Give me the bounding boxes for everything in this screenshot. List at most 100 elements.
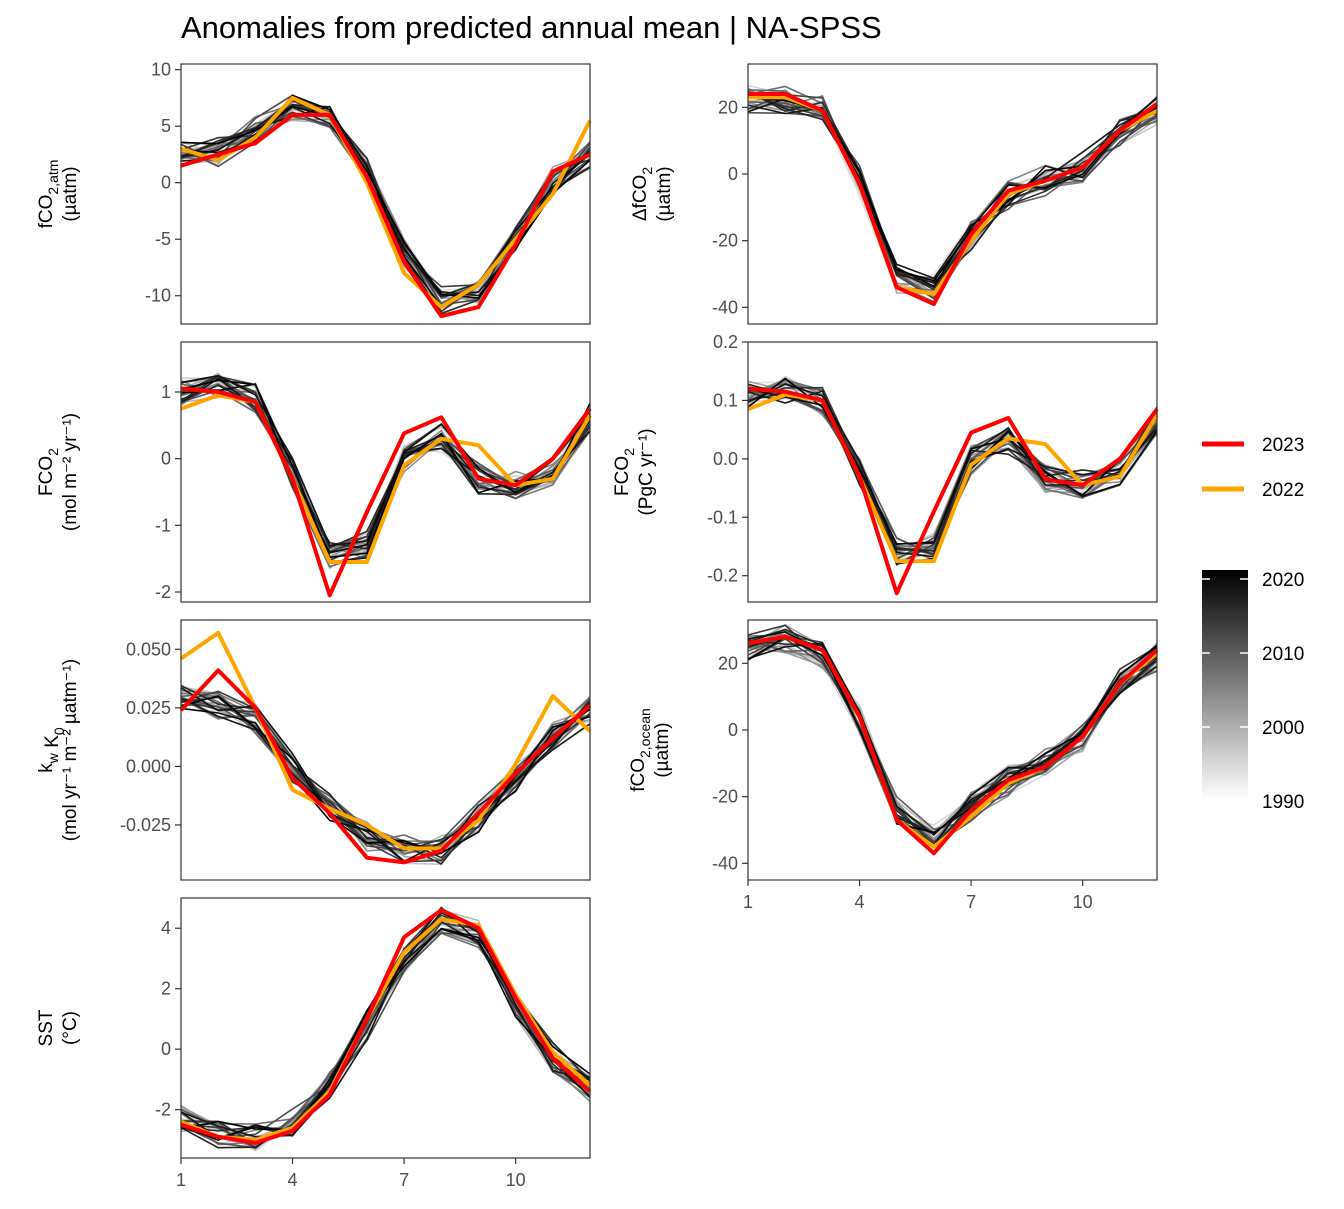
y-tick-label: -40 [712, 297, 738, 317]
background-year-line [747, 636, 1158, 834]
legend-label-2023: 2023 [1262, 435, 1304, 456]
y-tick-label: 0.2 [713, 332, 738, 352]
background-year-line [180, 928, 591, 1152]
panel-frame [747, 341, 1158, 603]
background-year-lines [180, 906, 591, 1152]
background-year-line [180, 928, 591, 1141]
y-tick-label: -40 [712, 853, 738, 873]
legend: 2023 2022 2020 2010 2000 1990 [1202, 435, 1304, 813]
y-tick-label: 0 [161, 173, 171, 193]
background-year-line [747, 635, 1158, 843]
background-year-line [180, 699, 591, 852]
panel-fco2_flux_area: 1 0 -1 -2 FCO2(mol m⁻² yr⁻¹) [36, 341, 592, 603]
gradient-label-2010: 2010 [1262, 644, 1304, 665]
y-axis-label: SST (°C) [36, 1009, 81, 1046]
panel-sst: 4 2 0 -2 1 4 7 10 SST (°C) [36, 897, 592, 1190]
y-tick-label: -2 [155, 1100, 171, 1120]
background-year-lines [747, 624, 1158, 849]
background-year-lines [180, 94, 591, 315]
panel-frame [747, 63, 1158, 325]
y-axis-label: fCO2,atm(µatm) [36, 160, 81, 229]
gradient-ticks [1202, 578, 1248, 728]
background-year-line [747, 111, 1158, 280]
series-line-2023 [180, 386, 592, 598]
background-year-line [180, 380, 591, 550]
background-year-line [180, 382, 591, 552]
y-tick-label: -0.025 [120, 815, 171, 835]
background-year-lines [180, 684, 591, 866]
background-year-line [747, 634, 1158, 843]
y-tick-label: 0.025 [126, 698, 171, 718]
figure-title: Anomalies from predicted annual mean | N… [181, 10, 882, 45]
y-tick-label: 2 [161, 979, 171, 999]
series-line-2022 [747, 634, 1159, 849]
legend-label-2022: 2022 [1262, 480, 1304, 501]
y-tick-label: 0 [728, 164, 738, 184]
y-tick-label: 0.1 [713, 390, 738, 410]
background-year-line [180, 932, 591, 1149]
panel-fco2_atm: 10 5 0 -5 -10 fCO2,atm(µatm) [36, 60, 592, 325]
background-year-line [747, 642, 1158, 836]
y-tick-label: 5 [161, 116, 171, 136]
background-year-line [180, 932, 591, 1149]
background-year-line [747, 636, 1158, 832]
background-year-line [180, 707, 591, 851]
y-tick-label: 0.000 [126, 756, 171, 776]
background-year-line [180, 105, 591, 299]
background-year-line [180, 375, 591, 549]
background-year-line [180, 374, 591, 554]
background-year-line [180, 375, 591, 552]
y-tick-label: 0 [161, 1039, 171, 1059]
series-line-2023 [180, 908, 592, 1145]
panel-frame [180, 897, 591, 1159]
y-axis-label: FCO2(PgC yr⁻¹) [612, 428, 657, 515]
background-year-line [180, 379, 591, 549]
panel-fco2_ocean: 20 0 -20 -401 4 7 10 fCO2,ocean(µatm) [628, 619, 1159, 912]
background-year-line [180, 928, 591, 1141]
series-line-2023 [748, 92, 1159, 306]
y-tick-label: 0 [728, 720, 738, 740]
panel-frame [747, 619, 1158, 881]
y-tick-label: -0.1 [707, 507, 738, 527]
series-line-2023 [179, 668, 592, 865]
background-year-line [747, 642, 1158, 842]
panel-frame [180, 619, 591, 881]
y-tick-label: -2 [155, 582, 171, 602]
background-year-line [747, 643, 1158, 832]
y-tick-label: -10 [145, 286, 171, 306]
background-year-line [747, 645, 1158, 841]
background-year-line [180, 384, 591, 550]
panel-fco2_flux_total: 0.2 0.1 0.0 -0.1 -0.2 FCO2(PgC yr⁻¹) [612, 332, 1159, 603]
background-year-line [180, 927, 591, 1150]
gradient-label-2000: 2000 [1262, 718, 1304, 739]
background-year-line [747, 636, 1158, 831]
background-year-line [747, 630, 1158, 842]
series-line-2023 [747, 634, 1159, 856]
background-year-line [747, 631, 1158, 842]
y-tick-label: -1 [155, 515, 171, 535]
series-line-2022 [748, 95, 1158, 296]
y-tick-label: -0.2 [707, 566, 738, 586]
x-tick-label: 10 [1073, 892, 1093, 912]
background-year-line [180, 389, 591, 547]
x-tick-label: 1 [743, 892, 753, 912]
y-tick-label: 20 [718, 97, 738, 117]
panels: 1050-5-10fCO2,atm(µatm)200-20-40ΔfCO2(µa… [36, 60, 1159, 1190]
panel-delta_fco2: 20 0 -20 -40 ΔfCO2(µatm) [630, 63, 1159, 325]
background-year-line [180, 687, 591, 863]
gradient-label-2020: 2020 [1262, 570, 1304, 591]
panel-frame [180, 341, 591, 603]
x-tick-label: 1 [176, 1170, 186, 1190]
y-tick-label: 1 [161, 382, 171, 402]
x-tick-label: 10 [506, 1170, 526, 1190]
y-tick-label: -5 [155, 229, 171, 249]
background-year-line [180, 376, 591, 550]
series-line-2023 [180, 112, 591, 319]
y-axis-label: ΔfCO2(µatm) [630, 166, 675, 221]
year-gradient-bar [1202, 570, 1248, 800]
x-tick-label: 7 [399, 1170, 409, 1190]
gradient-label-1990: 1990 [1262, 792, 1304, 813]
x-tick-label: 4 [855, 892, 865, 912]
y-tick-label: 0 [161, 449, 171, 469]
